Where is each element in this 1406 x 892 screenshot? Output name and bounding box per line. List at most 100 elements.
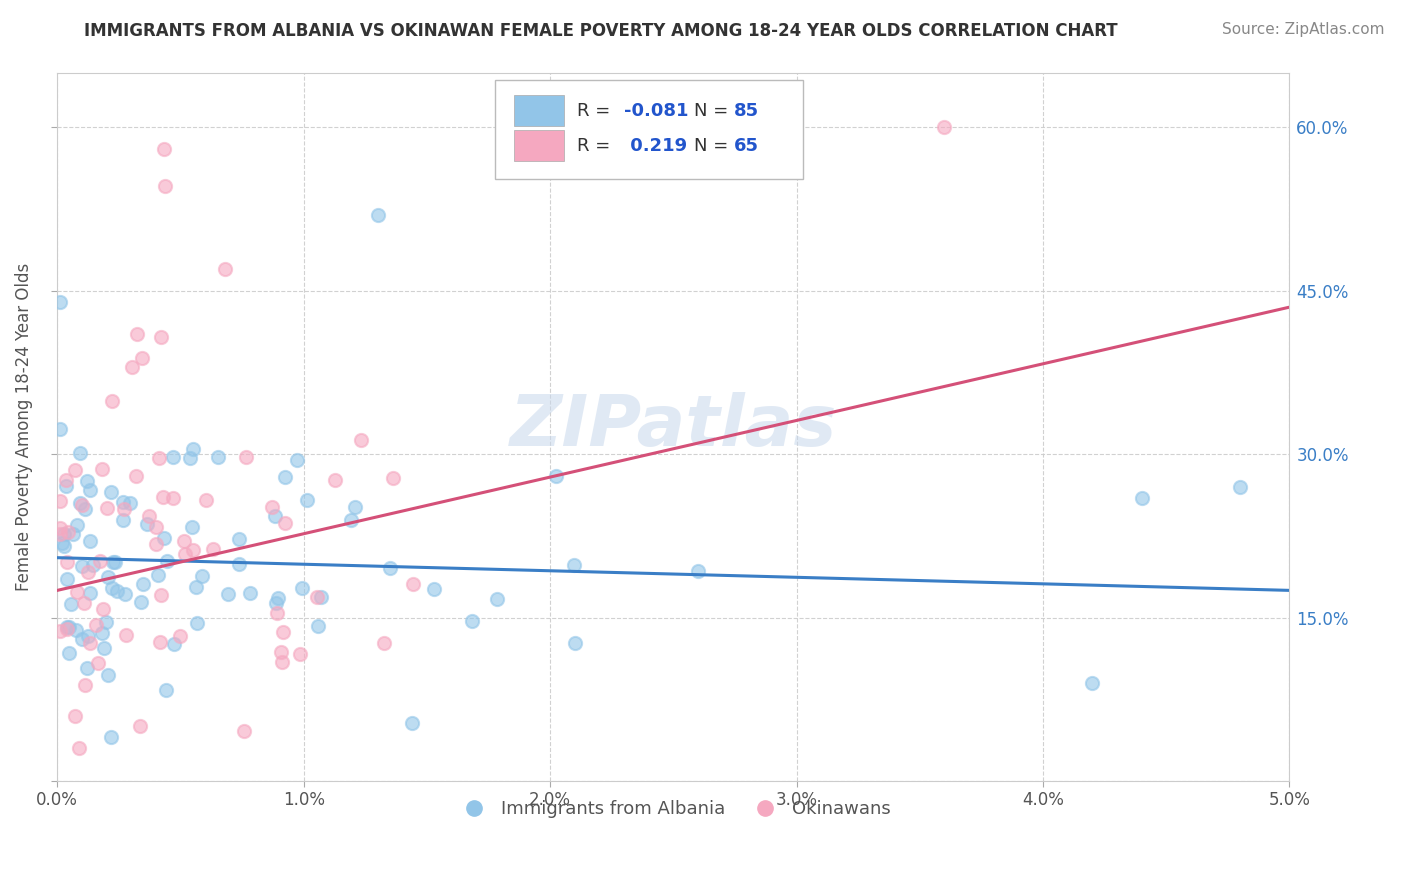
Point — [100, 731, 122, 745]
Point — [87, 657, 110, 671]
Point — [288, 647, 311, 661]
Point — [89, 554, 111, 568]
Point — [129, 595, 152, 609]
Point — [311, 590, 333, 604]
Point — [101, 393, 124, 408]
Point — [76, 474, 98, 488]
Text: R =: R = — [578, 102, 616, 120]
Point — [163, 637, 186, 651]
Point — [105, 583, 128, 598]
Point — [285, 452, 308, 467]
Point — [73, 596, 96, 610]
Point — [181, 542, 204, 557]
FancyBboxPatch shape — [515, 95, 564, 126]
Point — [262, 500, 284, 514]
Point — [72, 499, 94, 513]
Point — [120, 496, 142, 510]
Point — [239, 585, 262, 599]
Point — [217, 587, 239, 601]
Point — [179, 451, 201, 466]
Point — [79, 483, 101, 497]
Point — [76, 629, 98, 643]
Point — [195, 493, 218, 508]
Point — [127, 327, 149, 342]
Point — [267, 591, 290, 606]
Text: 0.219: 0.219 — [624, 136, 688, 155]
Point — [153, 178, 176, 193]
Point — [307, 618, 329, 632]
Text: N =: N = — [695, 102, 734, 120]
Point — [207, 450, 229, 464]
Point — [111, 513, 134, 527]
Point — [152, 490, 174, 504]
Point — [264, 596, 287, 610]
Point — [56, 572, 79, 586]
Point — [343, 500, 366, 514]
Point — [56, 622, 79, 636]
Point — [156, 554, 179, 568]
Point — [100, 485, 122, 500]
Point — [132, 577, 155, 591]
Point — [125, 468, 148, 483]
Point — [121, 360, 143, 375]
Point — [307, 590, 329, 604]
Point — [55, 473, 77, 487]
Point — [688, 564, 710, 578]
Point — [270, 656, 292, 670]
Point — [53, 526, 76, 541]
Point — [73, 678, 96, 692]
Point — [423, 582, 446, 597]
Point — [63, 463, 86, 477]
Point — [461, 614, 484, 628]
Point — [184, 580, 207, 594]
Point — [228, 557, 250, 571]
Point — [79, 585, 101, 599]
Point — [350, 433, 373, 447]
Point — [401, 716, 423, 731]
Point — [72, 632, 94, 647]
Point — [97, 570, 120, 584]
Point — [49, 422, 72, 436]
Point — [150, 588, 173, 602]
Point — [58, 620, 80, 634]
Point — [56, 620, 79, 634]
Point — [152, 142, 174, 156]
Point — [129, 719, 152, 733]
Point — [97, 668, 120, 682]
Point — [232, 723, 254, 738]
Point — [325, 473, 347, 487]
Point — [162, 491, 184, 505]
Point — [295, 492, 318, 507]
Point — [1081, 676, 1104, 690]
FancyBboxPatch shape — [495, 80, 803, 179]
Point — [56, 525, 79, 540]
Point — [264, 508, 287, 523]
Point — [367, 208, 389, 222]
Point — [65, 518, 87, 533]
Point — [1130, 491, 1153, 505]
Point — [148, 451, 170, 466]
Point — [291, 581, 314, 595]
Point — [228, 532, 250, 546]
Point — [112, 502, 135, 516]
Point — [402, 577, 425, 591]
Point — [76, 566, 98, 580]
Point — [67, 741, 90, 756]
Point — [155, 683, 177, 698]
Point — [214, 262, 236, 277]
Point — [271, 624, 294, 639]
Point — [82, 558, 104, 573]
Point — [131, 351, 153, 365]
Point — [564, 636, 586, 650]
Point — [273, 470, 295, 484]
Point — [58, 646, 80, 660]
Text: N =: N = — [695, 136, 734, 155]
Point — [101, 555, 124, 569]
Point — [49, 527, 72, 541]
Point — [84, 617, 107, 632]
Point — [145, 520, 167, 534]
Point — [148, 635, 170, 649]
Point — [174, 547, 197, 561]
Point — [138, 509, 160, 524]
Point — [169, 629, 191, 643]
